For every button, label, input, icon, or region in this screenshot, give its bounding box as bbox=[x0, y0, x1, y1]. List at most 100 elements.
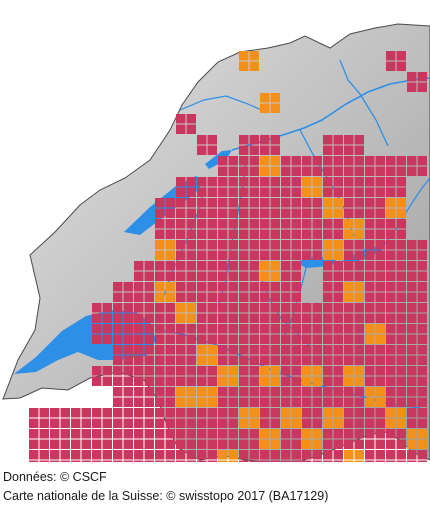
recent-record-square bbox=[260, 219, 270, 229]
recent-record-square bbox=[239, 271, 249, 281]
recent-record-square bbox=[155, 450, 165, 460]
recent-record-square bbox=[386, 51, 396, 61]
recent-record-square bbox=[165, 450, 175, 460]
recent-record-square bbox=[281, 429, 291, 439]
recent-record-square bbox=[155, 460, 165, 462]
recent-record-square bbox=[186, 261, 196, 271]
recent-record-square bbox=[386, 460, 396, 462]
recent-record-square bbox=[333, 334, 343, 344]
recent-record-square bbox=[333, 450, 343, 460]
recent-record-square bbox=[239, 376, 249, 386]
recent-record-square bbox=[407, 366, 417, 376]
recent-record-square bbox=[407, 418, 417, 428]
recent-record-square bbox=[417, 366, 427, 376]
recent-record-square bbox=[249, 271, 259, 281]
old-record-square bbox=[260, 156, 270, 166]
recent-record-square bbox=[386, 166, 396, 176]
old-record-square bbox=[260, 261, 270, 271]
old-record-square bbox=[417, 439, 427, 449]
recent-record-square bbox=[396, 366, 406, 376]
recent-record-square bbox=[218, 408, 228, 418]
recent-record-square bbox=[144, 460, 154, 462]
recent-record-square bbox=[92, 418, 102, 428]
recent-record-square bbox=[186, 460, 196, 462]
recent-record-square bbox=[270, 418, 280, 428]
recent-record-square bbox=[354, 250, 364, 260]
recent-record-square bbox=[281, 313, 291, 323]
old-record-square bbox=[228, 366, 238, 376]
recent-record-square bbox=[102, 429, 112, 439]
recent-record-square bbox=[407, 292, 417, 302]
old-record-square bbox=[260, 103, 270, 113]
recent-record-square bbox=[281, 439, 291, 449]
recent-record-square bbox=[344, 355, 354, 365]
recent-record-square bbox=[197, 261, 207, 271]
recent-record-square bbox=[281, 334, 291, 344]
recent-record-square bbox=[207, 135, 217, 145]
recent-record-square bbox=[102, 376, 112, 386]
recent-record-square bbox=[323, 187, 333, 197]
recent-record-square bbox=[323, 397, 333, 407]
recent-record-square bbox=[239, 198, 249, 208]
recent-record-square bbox=[218, 387, 228, 397]
recent-record-square bbox=[207, 450, 217, 460]
old-record-square bbox=[375, 387, 385, 397]
recent-record-square bbox=[407, 250, 417, 260]
recent-record-square bbox=[134, 303, 144, 313]
recent-record-square bbox=[197, 208, 207, 218]
old-record-square bbox=[281, 408, 291, 418]
recent-record-square bbox=[60, 408, 70, 418]
recent-record-square bbox=[186, 376, 196, 386]
recent-record-square bbox=[123, 429, 133, 439]
recent-record-square bbox=[302, 460, 312, 462]
recent-record-square bbox=[239, 229, 249, 239]
recent-record-square bbox=[312, 387, 322, 397]
recent-record-square bbox=[291, 345, 301, 355]
recent-record-square bbox=[302, 387, 312, 397]
recent-record-square bbox=[239, 219, 249, 229]
old-record-square bbox=[323, 198, 333, 208]
recent-record-square bbox=[302, 219, 312, 229]
recent-record-square bbox=[365, 408, 375, 418]
recent-record-square bbox=[291, 261, 301, 271]
recent-record-square bbox=[218, 261, 228, 271]
recent-record-square bbox=[407, 450, 417, 460]
recent-record-square bbox=[281, 177, 291, 187]
recent-record-square bbox=[417, 324, 427, 334]
recent-record-square bbox=[260, 397, 270, 407]
recent-record-square bbox=[417, 450, 427, 460]
recent-record-square bbox=[396, 282, 406, 292]
old-record-square bbox=[270, 429, 280, 439]
recent-record-square bbox=[291, 250, 301, 260]
recent-record-square bbox=[291, 387, 301, 397]
recent-record-square bbox=[260, 250, 270, 260]
old-record-square bbox=[344, 229, 354, 239]
recent-record-square bbox=[92, 334, 102, 344]
recent-record-square bbox=[281, 345, 291, 355]
recent-record-square bbox=[228, 387, 238, 397]
old-record-square bbox=[260, 271, 270, 281]
recent-record-square bbox=[260, 177, 270, 187]
recent-record-square bbox=[302, 198, 312, 208]
recent-record-square bbox=[365, 460, 375, 462]
old-record-square bbox=[291, 418, 301, 428]
recent-record-square bbox=[197, 219, 207, 229]
recent-record-square bbox=[365, 303, 375, 313]
recent-record-square bbox=[417, 166, 427, 176]
recent-record-square bbox=[176, 345, 186, 355]
recent-record-square bbox=[291, 439, 301, 449]
recent-record-square bbox=[207, 208, 217, 218]
recent-record-square bbox=[375, 166, 385, 176]
recent-record-square bbox=[197, 240, 207, 250]
recent-record-square bbox=[113, 313, 123, 323]
recent-record-square bbox=[333, 292, 343, 302]
recent-record-square bbox=[333, 345, 343, 355]
old-record-square bbox=[365, 334, 375, 344]
recent-record-square bbox=[239, 439, 249, 449]
recent-record-square bbox=[281, 166, 291, 176]
recent-record-square bbox=[375, 376, 385, 386]
old-record-square bbox=[333, 208, 343, 218]
recent-record-square bbox=[39, 439, 49, 449]
recent-record-square bbox=[417, 303, 427, 313]
old-record-square bbox=[291, 408, 301, 418]
